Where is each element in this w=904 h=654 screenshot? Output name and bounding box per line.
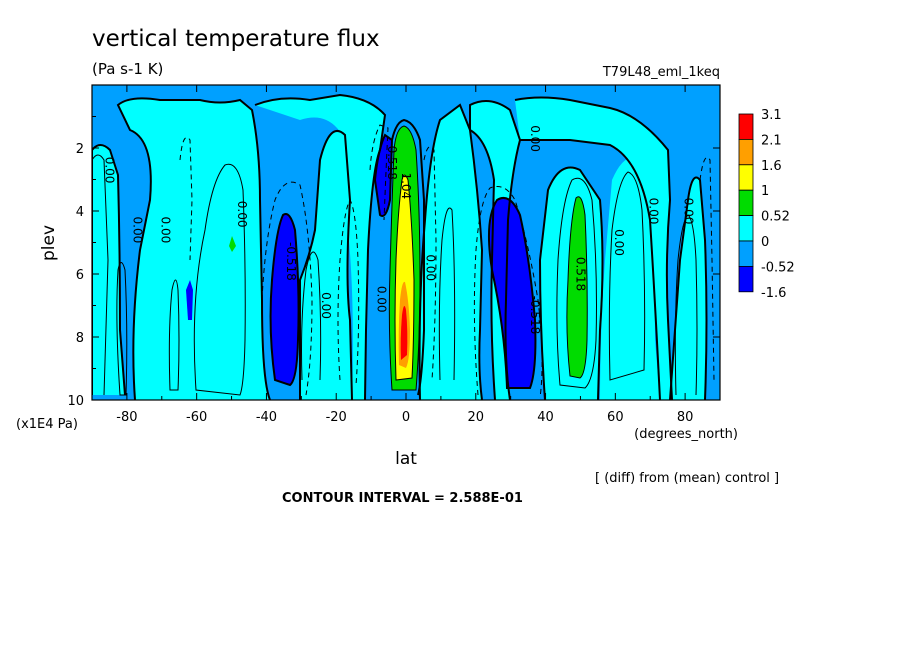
colorbar-label: 1.6	[761, 159, 782, 174]
contour-label-group: 0.00	[375, 286, 389, 313]
contour-label-group: 0.00	[647, 198, 661, 225]
colorbar-label: 3.1	[761, 108, 782, 123]
colorbar-swatch	[738, 189, 754, 216]
colorbar-label: 0.52	[761, 210, 790, 225]
contour-label: 0.00	[375, 286, 389, 313]
contour-label: 0.00	[682, 198, 696, 225]
contour-label: 1.04	[399, 172, 413, 199]
contour-label-group: 1.04	[399, 172, 413, 199]
contour-label-group: 0.00	[319, 292, 333, 319]
contour-label-group: 0.00	[528, 125, 542, 152]
colorbar-swatch	[738, 215, 754, 242]
contour-label-group: 0.00	[102, 157, 116, 184]
x-tick-label: -20	[326, 410, 347, 425]
run-label: T79L48_eml_1keq	[602, 65, 720, 80]
contour-label: 0.00	[235, 201, 249, 228]
contour-label-group: 0.00	[682, 198, 696, 225]
equatorial-jet	[389, 126, 420, 390]
colorbar-swatch	[738, 265, 754, 293]
colorbar-swatch	[738, 138, 754, 166]
y-tick-label: 10	[67, 394, 84, 409]
x-tick-label: 60	[607, 410, 624, 425]
contour-label-group: 0.518	[573, 257, 587, 291]
contour-label: 0.00	[158, 217, 172, 244]
y-tick-label: 6	[76, 268, 84, 283]
colorbar-swatch	[738, 164, 754, 191]
contour-label: -0.518	[528, 296, 542, 335]
contour-label-group: 0.00	[612, 229, 626, 256]
x-tick-label: 20	[468, 410, 485, 425]
x-tick-label: 0	[402, 410, 410, 425]
colorbar-swatch	[738, 113, 754, 140]
x-axis-unit-label: (degrees_north)	[634, 427, 738, 442]
x-tick-label: -60	[186, 410, 207, 425]
contour-label-group: 0.00	[423, 254, 437, 281]
contour-label: 0.00	[528, 125, 542, 152]
colorbar-label: 1	[761, 184, 769, 199]
diff-note: [ (diff) from (mean) control ]	[595, 471, 779, 486]
contour-label-group: 0.00	[130, 217, 144, 244]
contour-label: 0.00	[423, 254, 437, 281]
colorbar-label: 2.1	[761, 133, 782, 148]
x-tick-label: 80	[677, 410, 694, 425]
x-axis: -80 -60 -40 -20 0 20 40 60 80	[91, 85, 721, 425]
chart-units: (Pa s-1 K)	[92, 60, 163, 78]
chart-title: vertical temperature flux	[92, 26, 380, 52]
y-axis-label: plev	[39, 225, 59, 261]
contour-label: -0.518	[385, 141, 399, 180]
negative-contour-lines	[179, 124, 715, 399]
contour-label: -0.518	[284, 242, 298, 281]
y-tick-label: 2	[76, 142, 84, 157]
y-axis: 2 4 6 8 10	[67, 116, 720, 409]
x-axis-label: lat	[395, 449, 417, 469]
x-tick-label: -80	[116, 410, 137, 425]
y-tick-label: 8	[76, 331, 84, 346]
contour-band-positive	[229, 236, 236, 252]
colorbar-label: -1.6	[761, 286, 786, 301]
x-tick-label: -40	[256, 410, 277, 425]
colorbar: 3.1 2.1 1.6 1 0.52 0 -0.52 -1.6	[738, 108, 795, 301]
contour-label-group: 0.00	[235, 201, 249, 228]
contour-interval: CONTOUR INTERVAL = 2.588E-01	[282, 491, 523, 506]
contour-label: 0.00	[612, 229, 626, 256]
y-tick-label: 4	[76, 205, 84, 220]
contour-label-group: 0.00	[158, 217, 172, 244]
zero-contour-lines	[92, 93, 708, 400]
colorbar-label: -0.52	[761, 260, 795, 275]
contour-label: 0.518	[573, 257, 587, 291]
colorbar-swatch	[738, 240, 754, 267]
x-tick-label: 40	[537, 410, 554, 425]
contour-label: 0.00	[647, 198, 661, 225]
contour-band-positive	[566, 196, 588, 378]
contour-label: 0.00	[130, 217, 144, 244]
contour-label-group: -0.518	[528, 296, 542, 335]
colorbar-label: 0	[761, 235, 769, 250]
y-axis-unit-label: (x1E4 Pa)	[16, 417, 78, 432]
contour-label: 0.00	[102, 157, 116, 184]
contour-label: 0.00	[319, 292, 333, 319]
contour-label-group: -0.518	[385, 141, 399, 180]
contour-label-group: -0.518	[284, 242, 298, 281]
